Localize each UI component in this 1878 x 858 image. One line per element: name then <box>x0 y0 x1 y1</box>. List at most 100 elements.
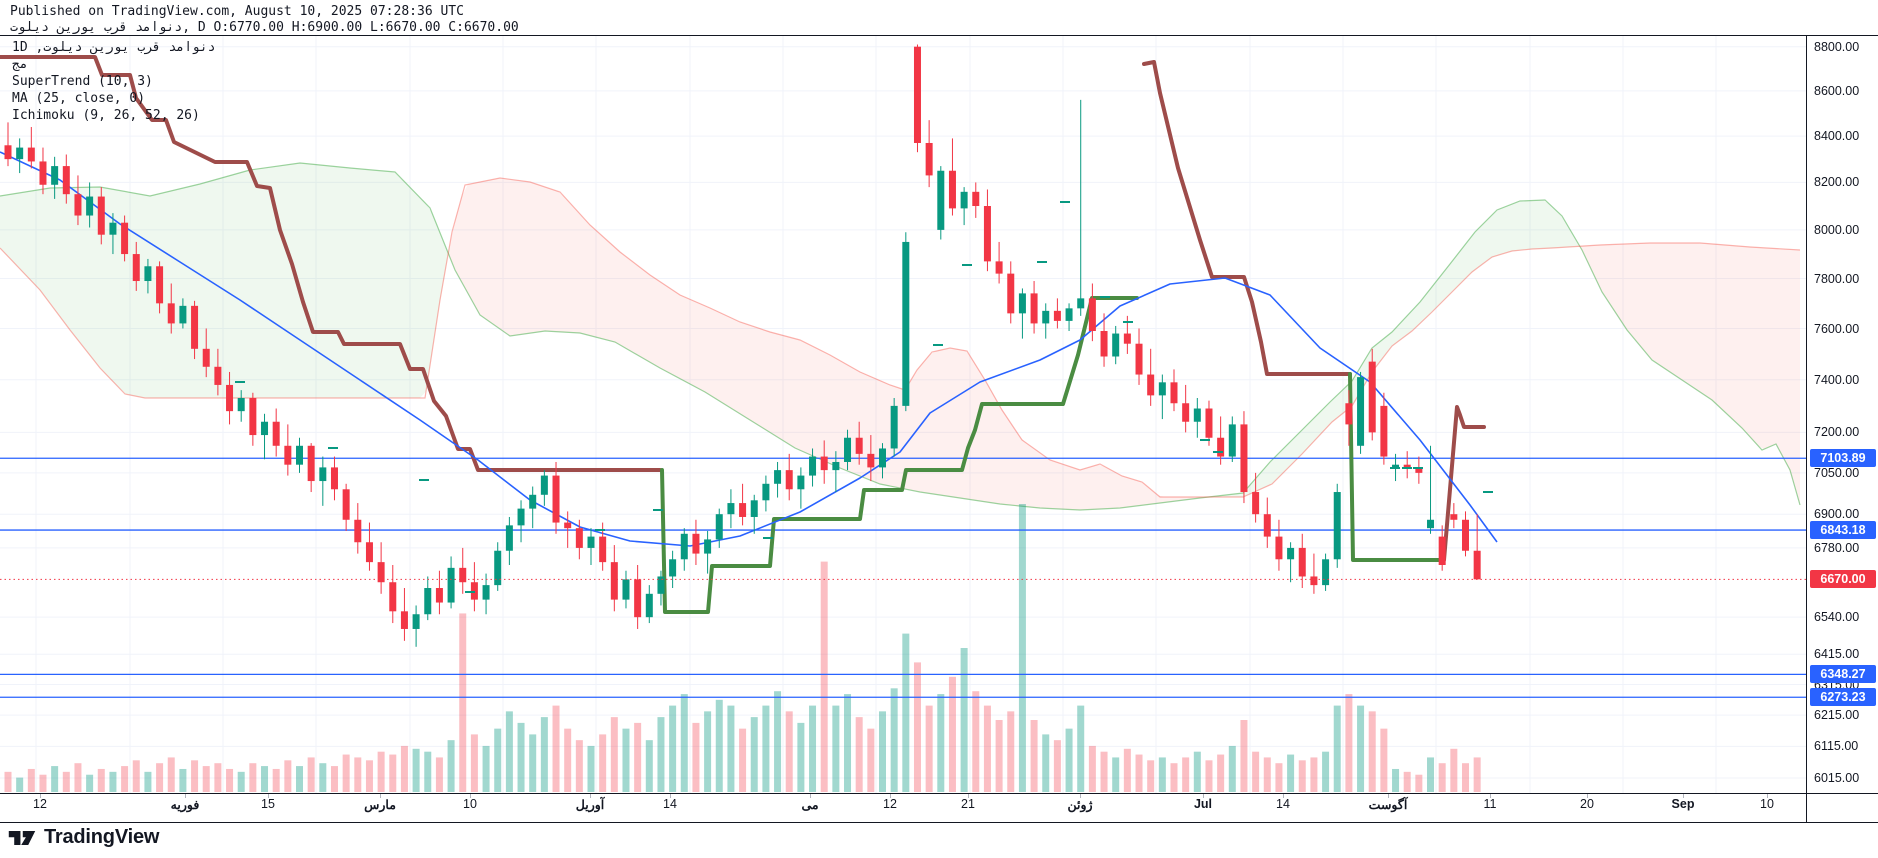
time-axis-label[interactable]: 14 <box>663 797 677 811</box>
ichimoku-cloud-fill <box>1734 245 1740 427</box>
price-axis-label[interactable]: 7050.00 <box>1814 465 1860 480</box>
time-axis-label[interactable]: می <box>801 798 819 812</box>
ichimoku-cloud-fill <box>126 191 132 396</box>
time-axis-label[interactable]: فوريه <box>170 798 200 812</box>
price-axis-label[interactable]: 6015.00 <box>1814 771 1860 785</box>
ichimoku-cloud-fill <box>978 368 984 502</box>
price-axis-label[interactable]: 6780.00 <box>1814 540 1860 555</box>
time-axis-label[interactable]: 20 <box>1580 797 1594 811</box>
volume-bar <box>412 748 420 792</box>
ichimoku-cloud-fill <box>1548 202 1554 249</box>
volume-bar <box>109 771 117 792</box>
price-axis-label[interactable]: 6215.00 <box>1814 708 1860 723</box>
price-axis-label[interactable]: 8200.00 <box>1814 175 1860 190</box>
price-axis-label[interactable]: 8400.00 <box>1814 129 1860 144</box>
ichimoku-cloud-fill <box>558 191 564 333</box>
time-axis-label[interactable]: Sep <box>1671 797 1695 811</box>
price-axis-separator[interactable] <box>1806 35 1807 822</box>
time-axis-label[interactable]: 21 <box>961 797 975 811</box>
candle-body <box>1182 403 1190 422</box>
volume-bar <box>739 728 747 792</box>
price-axis-label[interactable]: 6115.00 <box>1814 739 1859 754</box>
time-axis-label[interactable]: ژوئن <box>1067 798 1093 812</box>
price-axis-label[interactable]: 7800.00 <box>1814 271 1860 286</box>
time-axis-label[interactable]: 10 <box>1760 797 1774 811</box>
ichimoku-cloud-fill <box>1752 247 1758 446</box>
price-axis-label[interactable]: 6900.00 <box>1814 507 1860 522</box>
price-axis-label[interactable]: 7400.00 <box>1814 372 1860 387</box>
ichimoku-cloud-fill <box>348 167 354 398</box>
volume-bar <box>86 774 94 792</box>
time-axis-label[interactable]: Jul <box>1193 797 1213 811</box>
time-axis-label[interactable]: 15 <box>261 797 275 811</box>
time-axis-label[interactable]: 11 <box>1483 797 1497 811</box>
price-axis-label[interactable]: 8800.00 <box>1814 39 1860 54</box>
published-info: Published on TradingView.com, August 10,… <box>10 4 464 19</box>
ichimoku-cloud-fill <box>1680 243 1686 383</box>
legend-ma-row[interactable]: MA (25, close, 0) <box>12 91 146 106</box>
volume-bar <box>505 711 513 792</box>
price-axis-label[interactable]: 7200.00 <box>1814 425 1860 440</box>
time-axis-label[interactable]: 12 <box>33 797 47 811</box>
ichimoku-cloud-fill <box>816 348 822 460</box>
price-axis-label[interactable]: 6540.00 <box>1814 610 1860 625</box>
ichimoku-cloud-fill <box>90 187 96 363</box>
candle-body <box>16 147 24 160</box>
ichimoku-cloud-fill <box>1560 214 1566 248</box>
ichimoku-cloud-fill <box>54 187 60 317</box>
time-axis-label[interactable]: آوريل <box>575 798 605 812</box>
volume-bar <box>1287 754 1295 792</box>
candle-body <box>1263 514 1271 537</box>
time-axis-tick <box>810 794 811 798</box>
candle-body <box>1275 536 1283 560</box>
price-axis-label[interactable]: 8600.00 <box>1814 83 1860 98</box>
plot-area[interactable] <box>0 35 1806 793</box>
legend-ichimoku-row[interactable]: Ichimoku (9, 26, 52, 26) <box>12 108 200 123</box>
legend-exchange-row[interactable]: مج <box>12 57 28 72</box>
ichimoku-cloud-fill <box>306 163 312 398</box>
legend-symbol-row[interactable]: دنوامد قرب يورين ديلوت, 1D <box>12 40 216 55</box>
ichimoku-cloud-fill <box>1266 460 1272 487</box>
ichimoku-cloud-fill <box>804 342 810 455</box>
legend-supertrend-row[interactable]: SuperTrend (10, 3) <box>12 74 153 89</box>
volume-bar <box>296 766 303 792</box>
ichimoku-cloud-fill <box>1620 243 1626 329</box>
time-axis-label[interactable]: 14 <box>1276 797 1290 811</box>
ichimoku-cloud-fill <box>636 264 642 358</box>
time-axis-tick <box>1490 794 1491 798</box>
ichimoku-cloud-fill <box>66 187 72 333</box>
ichimoku-cloud-fill <box>270 166 276 398</box>
candle-body <box>1030 293 1038 324</box>
ichimoku-cloud-fill <box>1332 394 1338 422</box>
time-axis-label[interactable]: مارس <box>364 798 396 812</box>
volume-bar <box>39 774 47 792</box>
tradingview-logo[interactable]: TradingView <box>8 826 159 849</box>
time-axis-label[interactable]: 10 <box>463 797 477 811</box>
candle-body <box>715 514 723 540</box>
time-axis-tick <box>1388 794 1389 798</box>
ichimoku-cloud-fill <box>258 168 264 398</box>
candle-body <box>237 397 245 412</box>
candle-body <box>191 305 199 349</box>
ichimoku-cloud-fill <box>1494 208 1500 257</box>
time-axis-tick <box>380 794 381 798</box>
time-axis-separator[interactable] <box>0 793 1878 794</box>
volume-bar <box>704 711 712 792</box>
ichimoku-cloud-fill <box>1476 225 1482 269</box>
time-axis-label[interactable]: آگوست <box>1368 798 1408 812</box>
price-axis-label[interactable]: 7600.00 <box>1814 321 1860 336</box>
time-axis-tick <box>1683 794 1684 798</box>
price-axis-label[interactable]: 8000.00 <box>1814 222 1860 237</box>
ichimoku-cloud-fill <box>1506 204 1512 253</box>
price-axis-label[interactable]: 6415.00 <box>1814 647 1860 662</box>
volume-bar <box>237 771 245 792</box>
ichimoku-cloud-fill <box>1458 246 1464 286</box>
candle-body <box>1333 492 1341 560</box>
volume-bar <box>925 705 933 792</box>
candle-body <box>494 550 502 586</box>
volume-bar <box>459 613 467 792</box>
ichimoku-cloud-fill <box>1542 200 1548 249</box>
volume-bar <box>669 705 677 792</box>
time-axis-label[interactable]: 12 <box>883 797 897 811</box>
